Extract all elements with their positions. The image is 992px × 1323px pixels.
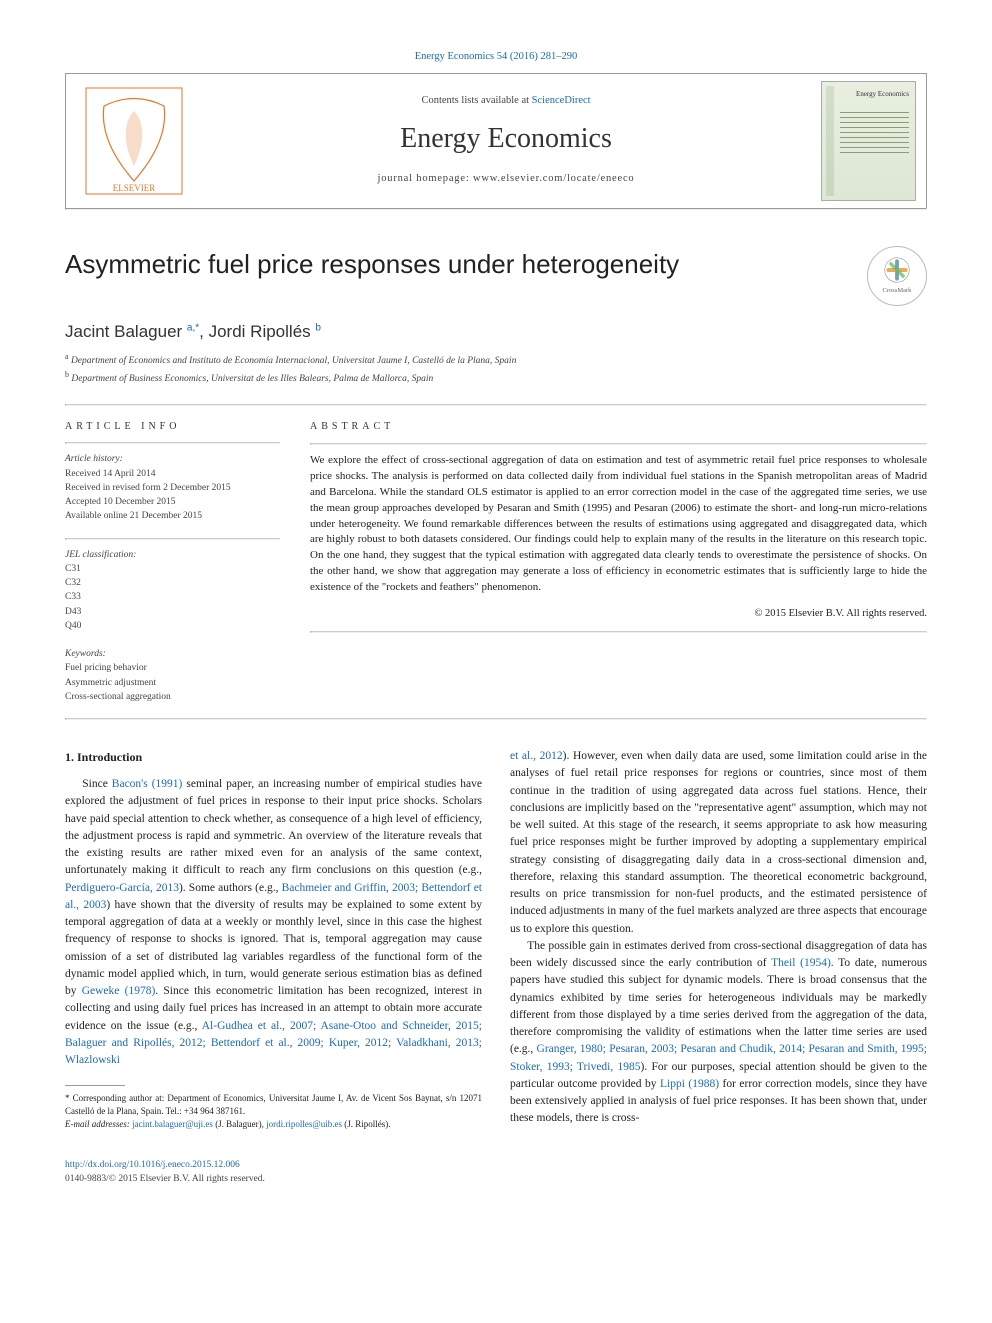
intro-para-1: Since Bacon's (1991) seminal paper, an i… (65, 776, 482, 1069)
affil-b-text: Department of Business Economics, Univer… (69, 374, 433, 384)
intro-text: Since (82, 778, 112, 790)
email-1-paren: (J. Balaguer), (213, 1119, 266, 1129)
keyword-2: Cross-sectional aggregation (65, 690, 280, 704)
meta-bottom-rule (65, 718, 927, 720)
intro-text: ). However, even when daily data are use… (510, 750, 927, 935)
body-col-right: et al., 2012). However, even when daily … (510, 748, 927, 1131)
header-center: Contents lists available at ScienceDirec… (201, 84, 811, 197)
article-history: Article history: Received 14 April 2014 … (65, 452, 280, 523)
title-row: Asymmetric fuel price responses under he… (65, 246, 927, 306)
jel-code-1: C32 (65, 576, 280, 590)
corresponding-footnote: * Corresponding author at: Department of… (65, 1092, 482, 1118)
authors: Jacint Balaguer a,*, Jordi Ripollés b (65, 320, 927, 344)
elsevier-logo: ELSEVIER (76, 81, 191, 201)
jel-code-2: C33 (65, 590, 280, 604)
issn-copyright: 0140-9883/© 2015 Elsevier B.V. All right… (65, 1173, 927, 1186)
jel-code-0: C31 (65, 562, 280, 576)
jel-label: JEL classification: (65, 548, 280, 562)
email-label: E-mail addresses: (65, 1119, 132, 1129)
history-revised: Received in revised form 2 December 2015 (65, 481, 280, 495)
journal-header: ELSEVIER Contents lists available at Sci… (65, 73, 927, 208)
article-info-heading: ARTICLE INFO (65, 420, 280, 434)
abstract: ABSTRACT We explore the effect of cross-… (310, 420, 927, 718)
intro-para-1-cont: et al., 2012). However, even when daily … (510, 748, 927, 938)
history-online: Available online 21 December 2015 (65, 509, 280, 523)
history-label: Article history: (65, 452, 280, 466)
contents-pre: Contents lists available at (421, 95, 531, 106)
abstract-heading: ABSTRACT (310, 420, 927, 435)
ref-geweke-1978[interactable]: Geweke (1978) (82, 985, 156, 997)
intro-heading: 1. Introduction (65, 748, 482, 766)
author-2-affil[interactable]: b (315, 322, 321, 333)
abstract-copyright: © 2015 Elsevier B.V. All rights reserved… (310, 606, 927, 621)
header-rule (65, 208, 927, 210)
paper-title: Asymmetric fuel price responses under he… (65, 246, 851, 282)
article-info: ARTICLE INFO Article history: Received 1… (65, 420, 280, 718)
body-col-left: 1. Introduction Since Bacon's (1991) sem… (65, 748, 482, 1131)
journal-cover-thumb: Energy Economics (821, 81, 916, 201)
jel-code-4: Q40 (65, 619, 280, 633)
abstract-text: We explore the effect of cross-sectional… (310, 453, 927, 596)
jel-block: JEL classification: C31 C32 C33 D43 Q40 (65, 548, 280, 634)
footnote-rule (65, 1085, 125, 1086)
history-accepted: Accepted 10 December 2015 (65, 495, 280, 509)
intro-text: . To date, numerous papers have studied … (510, 957, 927, 1055)
homepage-url[interactable]: www.elsevier.com/locate/eneeco (473, 173, 635, 184)
page-footer: http://dx.doi.org/10.1016/j.eneco.2015.1… (65, 1159, 927, 1186)
author-1-affil[interactable]: a, (187, 322, 195, 333)
journal-homepage: journal homepage: www.elsevier.com/locat… (201, 172, 811, 187)
svg-text:ELSEVIER: ELSEVIER (112, 183, 155, 193)
issue-citation[interactable]: Energy Economics 54 (2016) 281–290 (65, 50, 927, 65)
homepage-pre: journal homepage: (378, 173, 473, 184)
ref-perdiguero-2013[interactable]: Perdiguero-García, 2013 (65, 882, 179, 894)
author-2-name[interactable]: , Jordi Ripollés (199, 322, 315, 341)
crossmark-icon (883, 256, 911, 284)
keyword-1: Asymmetric adjustment (65, 676, 280, 690)
ref-etal-2012[interactable]: et al., 2012 (510, 750, 563, 762)
author-1-name[interactable]: Jacint Balaguer (65, 322, 187, 341)
body-columns: 1. Introduction Since Bacon's (1991) sem… (65, 748, 927, 1131)
keyword-0: Fuel pricing behavior (65, 661, 280, 675)
crossmark-button[interactable]: CrossMark (867, 246, 927, 306)
meta-abstract-row: ARTICLE INFO Article history: Received 1… (65, 420, 927, 718)
doi-link[interactable]: http://dx.doi.org/10.1016/j.eneco.2015.1… (65, 1160, 240, 1170)
keywords-label: Keywords: (65, 647, 280, 661)
email-2[interactable]: jordi.ripolles@uib.es (266, 1119, 342, 1129)
contents-available: Contents lists available at ScienceDirec… (201, 94, 811, 109)
jel-code-3: D43 (65, 605, 280, 619)
ref-bacon-1991[interactable]: Bacon's (1991) (112, 778, 183, 790)
meta-top-rule (65, 404, 927, 406)
footnotes: * Corresponding author at: Department of… (65, 1092, 482, 1131)
intro-text: ). Some authors (e.g., (179, 882, 282, 894)
affiliations: a Department of Economics and Instituto … (65, 351, 927, 386)
affil-a-text: Department of Economics and Instituto de… (69, 357, 517, 367)
keywords-block: Keywords: Fuel pricing behavior Asymmetr… (65, 647, 280, 704)
journal-title: Energy Economics (201, 119, 811, 158)
cover-title: Energy Economics (856, 90, 909, 100)
email-footnote: E-mail addresses: jacint.balaguer@uji.es… (65, 1118, 482, 1131)
page: Energy Economics 54 (2016) 281–290 ELSEV… (0, 0, 992, 1226)
ref-lippi-1988[interactable]: Lippi (1988) (660, 1078, 719, 1090)
crossmark-label: CrossMark (883, 286, 912, 295)
intro-para-2: The possible gain in estimates derived f… (510, 938, 927, 1128)
sciencedirect-link[interactable]: ScienceDirect (532, 95, 591, 106)
intro-text: seminal paper, an increasing number of e… (65, 778, 482, 876)
history-received: Received 14 April 2014 (65, 467, 280, 481)
intro-text: ) have shown that the diversity of resul… (65, 899, 482, 997)
email-1[interactable]: jacint.balaguer@uji.es (132, 1119, 213, 1129)
ref-theil-1954[interactable]: Theil (1954) (771, 957, 831, 969)
email-2-paren: (J. Ripollés). (342, 1119, 391, 1129)
